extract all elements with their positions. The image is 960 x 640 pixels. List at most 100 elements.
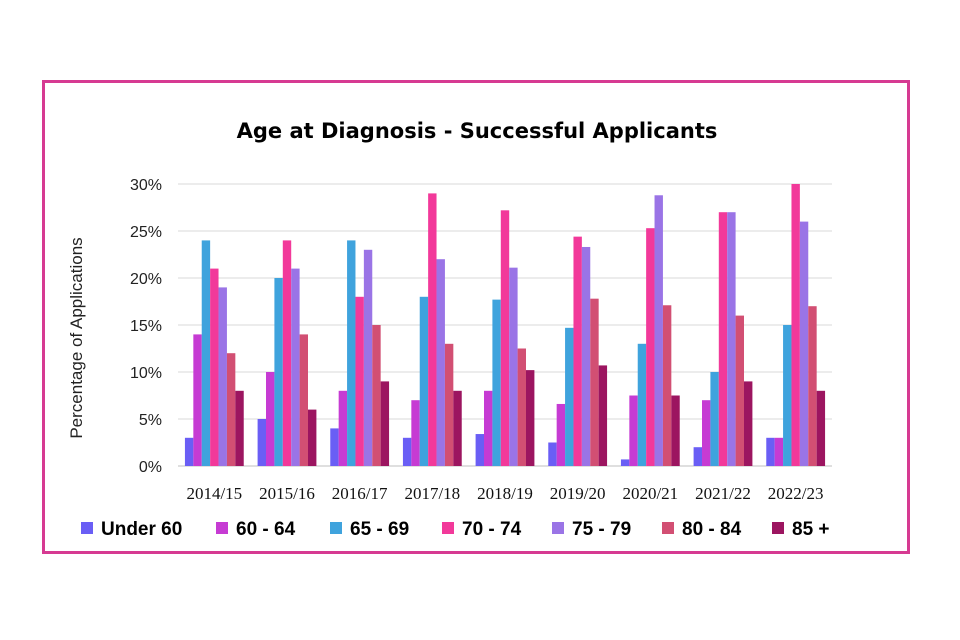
bar <box>274 278 283 466</box>
bar <box>590 298 599 466</box>
bar <box>218 287 227 466</box>
x-tick-label: 2020/21 <box>622 484 678 503</box>
bar <box>581 246 591 466</box>
bar <box>347 240 356 466</box>
bar <box>646 228 655 466</box>
bar <box>766 437 775 466</box>
legend-swatch <box>772 522 784 534</box>
x-tick-label: 2017/18 <box>404 484 460 503</box>
chart-frame <box>42 80 910 554</box>
x-tick-label: 2015/16 <box>259 484 315 503</box>
x-tick-label: 2018/19 <box>477 484 533 503</box>
bar <box>791 184 800 466</box>
x-tick-label: 2019/20 <box>550 484 606 503</box>
legend-swatch <box>442 522 454 534</box>
bar <box>453 390 462 466</box>
bar <box>282 240 292 466</box>
legend-label: 75 - 79 <box>572 519 631 540</box>
legend-label: 80 - 84 <box>682 519 742 540</box>
bar <box>475 434 484 466</box>
bar <box>744 381 753 466</box>
bar <box>226 353 236 466</box>
bar <box>291 268 300 466</box>
y-axis-ticks: 0% 5% 10% 15% 20% 25% 30% <box>130 177 162 476</box>
bar <box>509 267 518 466</box>
legend-label: 70 - 74 <box>462 519 522 540</box>
bar <box>556 403 566 466</box>
bar <box>428 193 437 466</box>
bar <box>671 395 680 466</box>
bar <box>235 390 244 466</box>
bar <box>402 437 412 466</box>
bar <box>492 299 501 466</box>
bar <box>201 240 211 466</box>
bar <box>266 372 275 466</box>
bar <box>444 343 454 466</box>
bar <box>526 370 535 466</box>
bar <box>363 249 373 466</box>
bar <box>808 306 817 466</box>
bar <box>565 327 574 466</box>
bar <box>299 334 308 466</box>
y-tick-label: 15% <box>130 318 162 335</box>
legend: Under 60 60 - 64 65 - 69 70 - 74 75 - 79 80 -… <box>81 519 830 540</box>
bar <box>710 372 719 466</box>
legend-swatch <box>216 522 228 534</box>
legend-label: 60 - 64 <box>236 519 296 540</box>
x-axis-ticks: 2014/15 2015/16 2016/17 2017/18 2018/19 2019/… <box>186 484 823 503</box>
bar <box>718 212 728 466</box>
bar <box>355 296 364 466</box>
bar <box>257 419 266 466</box>
bar <box>500 210 510 466</box>
bar <box>620 459 630 466</box>
bar <box>598 365 608 466</box>
bar <box>702 400 711 466</box>
y-tick-label: 10% <box>130 365 162 382</box>
legend-swatch <box>552 522 564 534</box>
x-tick-label: 2022/23 <box>768 484 824 503</box>
legend-swatch <box>662 522 674 534</box>
y-tick-label: 30% <box>130 177 162 194</box>
x-tick-label: 2021/22 <box>695 484 751 503</box>
legend-swatch <box>330 522 342 534</box>
x-tick-label: 2014/15 <box>186 484 242 503</box>
bar <box>372 325 381 466</box>
bar <box>727 212 736 466</box>
bar <box>799 221 809 466</box>
bar <box>637 343 647 466</box>
bar <box>774 437 784 466</box>
bar <box>411 400 420 466</box>
bar <box>338 390 348 466</box>
bar <box>662 305 672 466</box>
bar <box>629 395 638 466</box>
bar <box>210 268 219 466</box>
bar <box>573 236 582 466</box>
bar <box>419 296 429 466</box>
bar <box>436 259 445 466</box>
bar <box>735 315 744 466</box>
bar <box>548 442 557 466</box>
y-tick-label: 5% <box>139 412 162 429</box>
bar <box>193 334 202 466</box>
chart-title: Age at Diagnosis - Successful Applicants <box>237 119 718 143</box>
bar <box>816 390 826 466</box>
legend-swatch <box>81 522 93 534</box>
bar <box>783 325 792 466</box>
y-axis-label: Percentage of Applications <box>67 237 86 438</box>
bar <box>484 390 493 466</box>
x-tick-label: 2016/17 <box>332 484 388 503</box>
bar <box>654 195 663 466</box>
legend-label: 85 + <box>792 519 830 540</box>
legend-label: Under 60 <box>101 519 182 540</box>
y-tick-label: 25% <box>130 224 162 241</box>
bar <box>330 428 339 466</box>
bar <box>693 447 702 466</box>
y-tick-label: 0% <box>139 459 162 476</box>
bar <box>517 348 526 466</box>
bar <box>184 437 194 466</box>
legend-label: 65 - 69 <box>350 519 409 540</box>
y-tick-label: 20% <box>130 271 162 288</box>
bar <box>308 409 317 466</box>
bars <box>184 184 826 466</box>
